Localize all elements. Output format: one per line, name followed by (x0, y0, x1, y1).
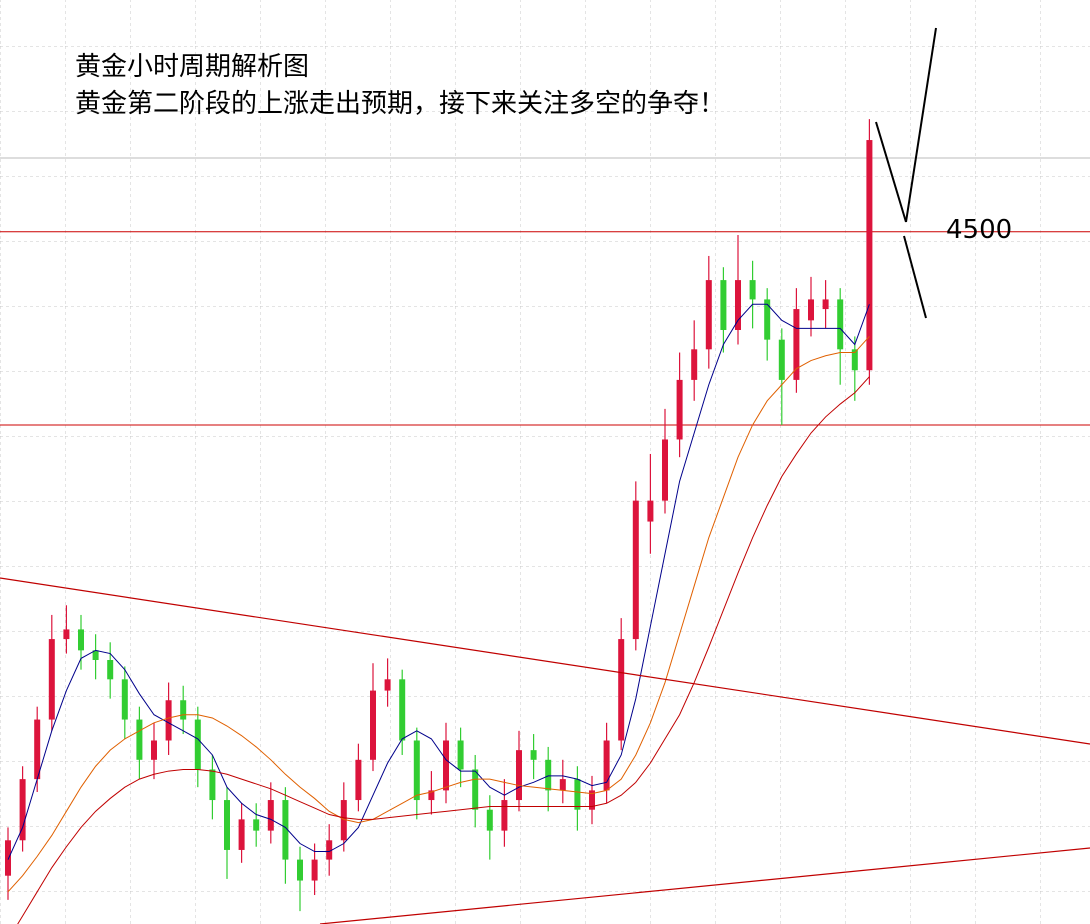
candle-body (238, 819, 245, 850)
arrow-line (905, 27, 937, 223)
candle-body (764, 299, 771, 340)
candle-body (647, 500, 654, 522)
candle-body (355, 759, 362, 801)
candle-body (705, 280, 712, 350)
trend-line (0, 577, 1090, 745)
candle-body (866, 140, 873, 371)
candle-body (559, 779, 566, 791)
chart-title: 黄金小时周期解析图 (75, 52, 309, 82)
chart-subtitle: 黄金第二阶段的上涨走出预期，接下来关注多空的争夺！ (75, 89, 725, 119)
trend-line (319, 847, 1090, 924)
candle-body (793, 309, 800, 380)
candle-body (340, 800, 347, 841)
candle-body (34, 719, 41, 780)
candle-body (92, 650, 99, 660)
candle-body (443, 740, 449, 791)
plot (0, 119, 1090, 924)
moving-average-line (7, 336, 870, 893)
candle-body (165, 700, 172, 741)
candle-body (78, 629, 84, 651)
candle-body (370, 690, 376, 760)
candle-body (574, 779, 581, 810)
candle-body (121, 679, 128, 720)
candle-body (676, 379, 683, 440)
candle-body (486, 809, 493, 831)
candle-body (5, 840, 11, 876)
candle-body (457, 740, 464, 770)
candle-body (501, 800, 508, 831)
candle-body (267, 800, 274, 831)
candle-body (603, 740, 610, 791)
candle-body (63, 629, 70, 640)
candle-body (399, 679, 406, 741)
candle-body (428, 790, 435, 801)
candle-body (151, 740, 157, 760)
candle-body (691, 349, 698, 380)
candle-body (472, 769, 479, 810)
moving-average-line (7, 303, 870, 860)
level-label: 4500 (946, 215, 1012, 245)
candle-body (194, 719, 201, 770)
candle-body (778, 339, 785, 380)
candle-body (311, 859, 318, 881)
candle-body (545, 759, 552, 791)
candle-body (662, 439, 668, 501)
candle-body (618, 639, 625, 741)
candle-body (253, 819, 260, 831)
candle-body (808, 299, 814, 321)
candle-body (530, 750, 537, 760)
candle-body (297, 859, 303, 881)
candle-body (413, 740, 420, 801)
candle-body (19, 779, 26, 841)
candle-body (632, 500, 639, 640)
candle-body (180, 700, 187, 720)
candle-body (326, 840, 333, 860)
candle-body (589, 790, 595, 810)
candle-body (837, 299, 844, 350)
candle-body (224, 800, 230, 850)
candle-body (384, 679, 391, 691)
candle-body (209, 769, 216, 801)
candle-body (282, 800, 289, 860)
candle-body (749, 280, 756, 300)
candle-body (851, 349, 858, 371)
arrow-line (875, 121, 907, 223)
candle-body (735, 280, 741, 330)
candle-body (822, 299, 829, 310)
candle-body (48, 639, 55, 720)
moving-average-line (17, 376, 870, 924)
candle-body (136, 719, 143, 760)
arrow-line (903, 235, 927, 319)
candle-body (720, 280, 727, 330)
candle-body (107, 660, 114, 680)
candle-body (516, 750, 522, 801)
